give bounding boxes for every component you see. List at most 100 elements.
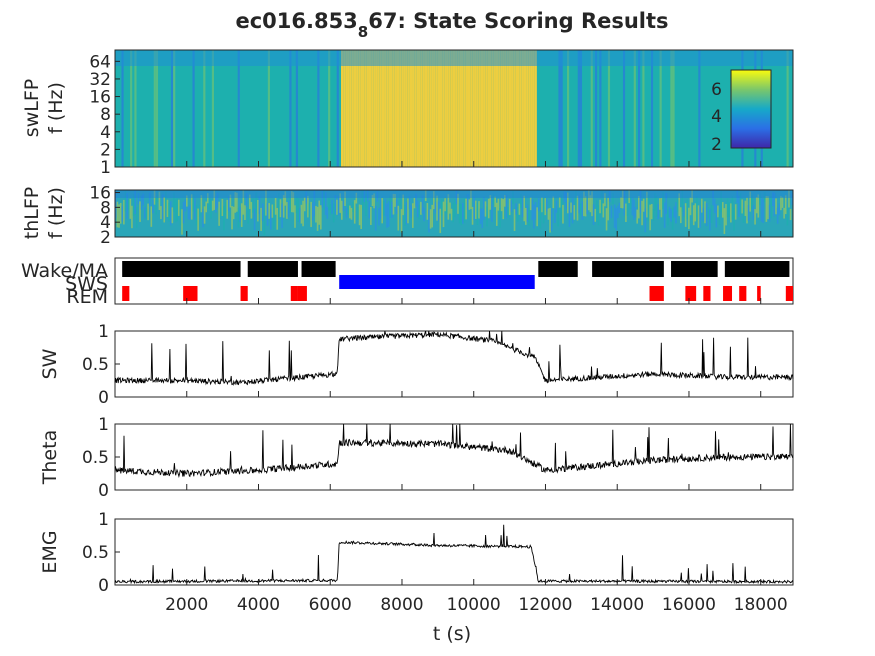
thlfp-spectral-column xyxy=(623,190,626,216)
thlfp-spectral-column xyxy=(487,198,490,219)
swlfp-spectral-column xyxy=(381,50,385,167)
swlfp-spectral-column xyxy=(356,50,359,167)
swlfp-spectral-column xyxy=(155,50,159,167)
thlfp-spectral-column xyxy=(247,207,249,224)
thlfp-ytick-label: 8 xyxy=(100,198,111,218)
swlfp-spectral-column xyxy=(437,50,441,167)
thlfp-spectral-column xyxy=(718,209,721,225)
title-prefix: ec016.853 xyxy=(235,9,357,33)
swlfp-spectral-column xyxy=(523,50,527,167)
thlfp-spectral-column xyxy=(155,197,157,215)
swlfp-spectral-column xyxy=(203,50,206,167)
state-label-wake: Wake/MA xyxy=(21,260,108,282)
sw-ytick-label: 0.5 xyxy=(82,355,109,375)
swlfp-ytick-label: 8 xyxy=(100,105,111,125)
thlfp-spectral-column xyxy=(670,208,672,222)
swlfp-ytick-label: 4 xyxy=(100,123,111,143)
thlfp-spectral-column xyxy=(203,206,206,224)
emg-trace xyxy=(114,524,794,585)
swlfp-spectral-column xyxy=(384,50,387,167)
thlfp-spectral-column xyxy=(457,193,459,214)
thlfp-spectral-column xyxy=(615,207,618,231)
swlfp-spectral-column xyxy=(461,50,464,167)
thlfp-spectral-column xyxy=(710,205,713,223)
thlfp-spectral-column xyxy=(223,205,225,231)
swlfp-spectral-column xyxy=(317,50,320,167)
swlfp-spectral-column xyxy=(347,50,350,167)
thlfp-spectral-column xyxy=(397,205,400,231)
thlfp-spectral-column xyxy=(573,205,576,220)
thlfp-spectral-column xyxy=(765,196,768,222)
thlfp-spectral-column xyxy=(700,198,703,213)
thlfp-spectral-column xyxy=(676,198,679,212)
state-epoch-2 xyxy=(297,286,307,301)
thlfp-spectral-column xyxy=(604,193,606,207)
swlfp-spectral-column xyxy=(642,50,645,167)
thlfp-spectral-column xyxy=(158,191,161,210)
swlfp-spectral-column xyxy=(409,50,413,167)
thlfp-spectral-column xyxy=(400,209,403,233)
thlfp-spectral-column xyxy=(684,203,687,227)
thlfp-spectral-column xyxy=(148,192,151,206)
swlfp-spectral-column xyxy=(435,50,438,167)
thlfp-spectral-column xyxy=(626,198,629,216)
thlfp-spectral-column xyxy=(662,192,664,209)
thlfp-spectral-column xyxy=(213,190,216,210)
thlfp-spectral-column xyxy=(321,190,324,208)
thlfp-spectral-column xyxy=(466,194,469,210)
thlfp-spectral-column xyxy=(368,201,371,219)
thlfp-spectral-column xyxy=(557,208,559,227)
thlfp-spectral-column xyxy=(395,199,398,215)
thlfp-spectral-column xyxy=(140,195,143,210)
swlfp-spectral-column xyxy=(521,50,524,167)
swlfp-spectral-column xyxy=(476,50,479,167)
thlfp-spectral-column xyxy=(634,206,637,218)
thlfp-spectral-column xyxy=(625,203,627,223)
swlfp-spectral-column xyxy=(328,50,331,167)
thlfp-spectral-column xyxy=(578,195,580,214)
thlfp-spectral-column xyxy=(776,207,779,224)
thlfp-spectral-column xyxy=(239,207,241,222)
thlfp-spectral-column xyxy=(282,195,285,218)
thlfp-spectral-column xyxy=(650,204,653,220)
thlfp-spectral-column xyxy=(211,200,214,211)
thlfp-spectral-column xyxy=(513,209,516,231)
swlfp-ylabel-line2: f (Hz) xyxy=(45,82,67,134)
thlfp-spectral-column xyxy=(281,203,283,229)
theta-ytick-label: 1 xyxy=(98,415,109,435)
thlfp-spectral-column xyxy=(429,209,432,229)
emg-panel: 00.51 EMG xyxy=(39,510,794,596)
thlfp-spectral-column xyxy=(463,198,466,223)
thlfp-spectral-column xyxy=(508,198,511,216)
swlfp-spectral-column xyxy=(485,50,488,167)
thlfp-spectral-column xyxy=(742,208,745,223)
thlfp-high-band xyxy=(115,190,793,198)
thlfp-spectral-column xyxy=(759,192,761,205)
swlfp-spectral-column xyxy=(493,50,496,167)
thlfp-spectral-column xyxy=(730,203,732,223)
swlfp-spectral-column xyxy=(515,50,518,167)
thlfp-spectral-column xyxy=(581,201,584,220)
thlfp-spectral-column xyxy=(728,202,731,217)
swlfp-spectral-column xyxy=(452,50,456,167)
thlfp-spectral-column xyxy=(494,196,496,208)
thlfp-spectral-column xyxy=(184,199,187,212)
thlfp-spectral-column xyxy=(294,205,296,228)
swlfp-spectral-column xyxy=(394,50,397,167)
swlfp-spectral-column xyxy=(418,50,421,167)
colorbar-tick-6: 6 xyxy=(711,80,722,100)
thlfp-spectral-column xyxy=(300,204,303,224)
thlfp-spectral-column xyxy=(641,200,643,226)
thlfp-spectral-column xyxy=(749,191,752,212)
thlfp-spectral-column xyxy=(507,207,509,218)
thlfp-spectral-column xyxy=(450,208,453,221)
thlfp-spectral-column xyxy=(568,202,571,227)
thlfp-spectral-column xyxy=(179,206,182,226)
swlfp-spectral-column xyxy=(526,50,529,167)
swlfp-spectral-column xyxy=(483,50,486,167)
thlfp-spectral-column xyxy=(402,194,404,216)
state-epoch-2 xyxy=(290,286,298,301)
thlfp-spectral-column xyxy=(775,198,777,215)
thlfp-spectral-column xyxy=(318,200,321,225)
swlfp-spectrogram-stripes xyxy=(115,50,793,167)
